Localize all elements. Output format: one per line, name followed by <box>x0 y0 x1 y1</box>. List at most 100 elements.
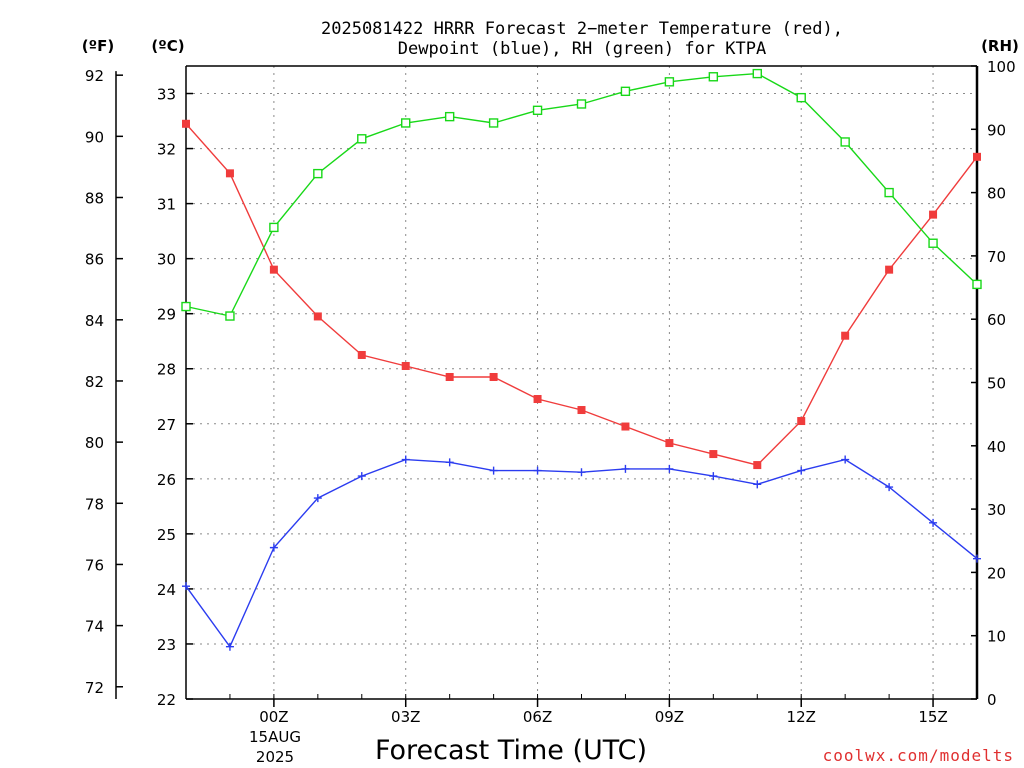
celsius-tick-label: 25 <box>157 526 176 544</box>
temperature-point <box>357 350 366 359</box>
rh-point <box>620 86 631 97</box>
rh-point <box>181 301 191 312</box>
fahrenheit-tick-label: 72 <box>85 679 104 697</box>
fahrenheit-tick-label: 86 <box>85 251 104 269</box>
celsius-tick-label: 22 <box>157 691 176 709</box>
temperature-point <box>489 372 498 381</box>
fahrenheit-unit-label: (ºF) <box>82 37 114 55</box>
x-axis-label: Forecast Time (UTC) <box>375 735 647 766</box>
date-label-year: 2025 <box>256 748 294 766</box>
temperature-point <box>885 265 894 274</box>
dewpoint-point <box>445 458 454 467</box>
fahrenheit-tick-label: 78 <box>85 495 104 513</box>
celsius-tick-label: 27 <box>157 416 176 434</box>
fahrenheit-tick-label: 74 <box>85 618 104 636</box>
x-tick-label: 09Z <box>655 708 684 726</box>
rh-point <box>313 168 323 179</box>
celsius-tick-label: 31 <box>157 196 176 214</box>
rh-point <box>401 118 411 128</box>
x-tick-label: 12Z <box>787 708 816 726</box>
rh-point <box>269 222 279 233</box>
dewpoint-point <box>753 480 762 489</box>
fahrenheit-tick-label: 88 <box>85 189 104 207</box>
rh-point <box>576 99 587 109</box>
temperature-point <box>225 169 234 178</box>
temperature-point <box>182 119 190 128</box>
dewpoint-point <box>665 464 674 473</box>
celsius-tick-label: 24 <box>157 581 176 599</box>
rh-point <box>532 105 543 116</box>
temperature-point <box>973 152 981 161</box>
temperature-point <box>665 439 674 448</box>
celsius-tick-label: 23 <box>157 636 176 654</box>
rh-tick-label: 40 <box>987 438 1006 456</box>
dewpoint-point <box>225 642 234 651</box>
rh-unit-label: (RH) <box>981 37 1019 55</box>
rh-point <box>884 187 894 198</box>
temperature-point <box>929 210 938 219</box>
rh-point <box>708 72 719 82</box>
fahrenheit-tick-label: 82 <box>85 373 104 391</box>
temperature-point <box>313 312 322 321</box>
dewpoint-point <box>533 466 542 475</box>
dewpoint-point <box>182 582 190 591</box>
dewpoint-point <box>973 554 981 563</box>
dewpoint-point <box>621 464 630 473</box>
rh-tick-label: 0 <box>987 691 997 709</box>
axes <box>115 65 979 707</box>
dewpoint-point <box>885 483 894 492</box>
rh-point <box>488 118 499 128</box>
rh-point <box>444 111 455 122</box>
rh-tick-label: 80 <box>987 185 1006 203</box>
rh-tick-label: 60 <box>987 311 1006 329</box>
x-tick-label: 03Z <box>391 708 420 726</box>
rh-tick-label: 90 <box>987 121 1006 139</box>
rh-point <box>357 134 367 144</box>
series-lines <box>181 68 982 651</box>
chart-title-line2: Dewpoint (blue), RH (green) for KTPA <box>398 39 766 59</box>
celsius-tick-label: 30 <box>157 251 176 269</box>
temperature-point <box>577 406 586 415</box>
grid-lines <box>186 66 977 699</box>
temperature-point <box>841 331 850 340</box>
dewpoint-line <box>185 458 978 649</box>
temperature-point <box>753 461 762 470</box>
x-tick-label: 06Z <box>523 708 552 726</box>
fahrenheit-tick-label: 76 <box>85 556 104 574</box>
rh-line <box>185 72 978 317</box>
rh-tick-label: 10 <box>987 628 1006 646</box>
celsius-tick-label: 29 <box>157 306 176 324</box>
rh-point <box>840 137 850 147</box>
celsius-tick-label: 28 <box>157 361 176 379</box>
temperature-point <box>401 361 410 370</box>
dewpoint-point <box>313 494 322 503</box>
rh-tick-label: 20 <box>987 564 1006 582</box>
temperature-point <box>709 450 718 459</box>
rh-point <box>225 311 235 321</box>
date-label-day: 15AUG <box>249 728 301 746</box>
rh-point <box>796 92 806 103</box>
temperature-point <box>797 417 806 426</box>
tick-labels: 72 74 76 78 80 82 84 86 88 90 92 22 23 24 25 26 27 28 29 30… <box>85 58 1016 726</box>
celsius-unit-label: (ºC) <box>151 37 184 55</box>
rh-point <box>972 279 982 290</box>
dewpoint-point <box>929 518 938 527</box>
rh-point <box>664 77 675 87</box>
celsius-tick-label: 33 <box>157 86 176 104</box>
temperature-point <box>445 372 454 381</box>
dewpoint-point <box>401 455 410 464</box>
rh-tick-label: 30 <box>987 501 1006 519</box>
rh-point <box>928 238 938 248</box>
celsius-tick-label: 32 <box>157 141 176 159</box>
chart-title-line1: 2025081422 HRRR Forecast 2−meter Tempera… <box>321 19 843 39</box>
dewpoint-point <box>841 455 850 464</box>
temperature-point <box>533 395 542 404</box>
fahrenheit-tick-label: 84 <box>85 312 104 330</box>
rh-tick-label: 50 <box>987 375 1006 393</box>
x-tick-label: 00Z <box>259 708 288 726</box>
temperature-point <box>621 422 630 431</box>
watermark-text: coolwx.com/modelts <box>823 746 1014 765</box>
fahrenheit-tick-label: 90 <box>85 128 104 146</box>
dewpoint-point <box>577 468 586 477</box>
